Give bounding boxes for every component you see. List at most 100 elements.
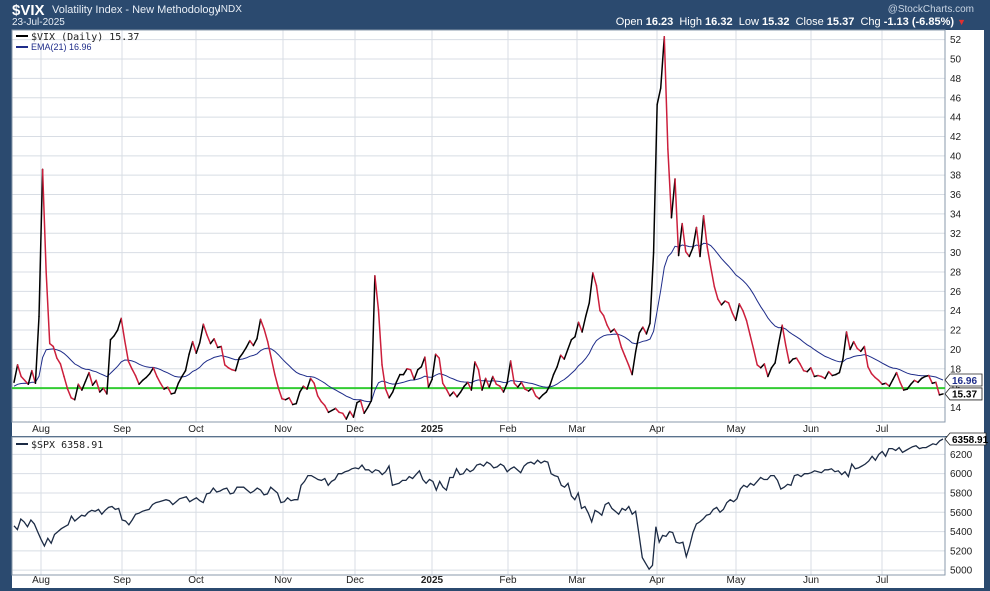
vix-line-segment — [742, 309, 748, 322]
vix-line-segment — [402, 368, 408, 376]
high-label: High — [679, 16, 702, 28]
vix-line-segment — [567, 338, 573, 351]
vix-line-segment — [852, 340, 858, 350]
vix-line-segment — [48, 342, 55, 348]
vix-line-segment — [120, 317, 126, 342]
vix-line-segment — [449, 391, 455, 397]
ema-line — [13, 242, 944, 403]
vix-line-segment — [634, 332, 641, 353]
vix-line-segment — [684, 250, 691, 258]
vix-line-segment — [638, 326, 644, 334]
spx-y-tick-label: 5400 — [950, 527, 973, 538]
vix-line-segment — [467, 381, 473, 391]
vix-line-segment — [456, 391, 462, 398]
spx-panel-border — [11, 436, 946, 576]
ema-legend-label: EMA(21) 16.96 — [31, 42, 92, 52]
ema-last-value-tag-label: 16.96 — [952, 376, 977, 387]
vix-line-segment — [727, 302, 733, 314]
vix-line-segment — [781, 324, 787, 347]
vix-line-segment — [213, 338, 219, 349]
vix-line-segment — [195, 341, 201, 355]
vix-y-tick-label: 44 — [950, 113, 962, 124]
low-value: 15.32 — [761, 16, 790, 28]
vix-line-segment — [220, 345, 226, 366]
vix-line-segment — [174, 382, 180, 394]
vix-line-segment — [799, 363, 805, 372]
vix-line-segment — [517, 381, 523, 388]
vix-line-segment — [249, 339, 255, 347]
vix-line-segment — [767, 367, 773, 378]
vix-line-segment — [334, 407, 340, 414]
vix-line-segment — [113, 329, 119, 337]
vix-line-segment — [266, 340, 273, 359]
vix-line-segment — [384, 388, 390, 399]
vix-line-segment — [388, 391, 394, 399]
vix-line-segment — [156, 375, 162, 385]
vix-line-segment — [166, 386, 172, 395]
vix-line-segment — [788, 358, 794, 364]
vix-line-segment — [842, 331, 848, 360]
vix-line-segment — [377, 308, 383, 366]
vix-line-segment — [177, 375, 183, 385]
symbol-description: Volatility Index - New Methodology — [52, 4, 221, 16]
vix-y-tick-label: 22 — [950, 326, 962, 337]
vix-x-tick-label: May — [727, 424, 746, 435]
vix-line-segment — [309, 377, 315, 385]
vix-line-segment — [710, 266, 716, 288]
vix-line-segment — [191, 340, 197, 355]
vix-line-segment — [506, 360, 512, 385]
vix-line-segment — [677, 222, 683, 257]
vix-line-segment — [417, 366, 423, 371]
vix-line-segment — [381, 364, 387, 390]
vix-line-segment — [106, 338, 112, 395]
vix-x-tick-label: Sep — [113, 424, 131, 435]
vix-line-segment — [627, 364, 633, 376]
vix-x-tick-label: Oct — [188, 424, 204, 435]
vix-line-segment — [81, 380, 87, 391]
vix-line-segment — [474, 361, 480, 371]
spx-x-tick-label: Jul — [876, 575, 889, 586]
vix-line-segment — [631, 350, 637, 376]
spx-x-tick-label: Apr — [649, 575, 665, 586]
vix-line-segment — [892, 371, 898, 381]
quote-date: 23-Jul-2025 — [12, 17, 65, 28]
vix-line-segment — [409, 368, 415, 381]
vix-line-segment — [16, 364, 22, 378]
vix-line-segment — [699, 215, 705, 258]
vix-line-segment — [481, 377, 487, 391]
vix-line-segment — [574, 321, 580, 338]
symbol[interactable]: $VIX — [12, 2, 45, 19]
vix-panel-border — [11, 29, 946, 423]
vix-x-tick-label: Aug — [32, 424, 50, 435]
vix-line-segment — [20, 375, 26, 382]
watermark[interactable]: @StockCharts.com — [887, 4, 974, 15]
vix-y-tick-label: 26 — [950, 287, 962, 298]
vix-line-segment — [770, 362, 776, 369]
vix-line-segment — [34, 315, 40, 385]
vix-line-segment — [513, 382, 519, 388]
vix-line-segment — [88, 371, 94, 386]
vix-line-segment — [363, 406, 369, 415]
vix-line-segment — [624, 355, 630, 366]
spx-x-tick-label: Nov — [274, 575, 292, 586]
open-value: 16.23 — [645, 16, 674, 28]
vix-line-segment — [341, 412, 348, 420]
vix-line-segment — [706, 246, 712, 268]
vix-line-segment — [545, 384, 551, 393]
vix-line-segment — [27, 369, 33, 386]
vix-line-segment — [717, 298, 723, 306]
vix-line-segment — [827, 370, 833, 377]
vix-line-segment — [620, 346, 626, 357]
vix-line-segment — [649, 251, 655, 325]
vix-line-segment — [77, 383, 83, 391]
vix-line-segment — [581, 315, 587, 333]
vix-x-tick-label: 2025 — [421, 424, 444, 435]
vix-y-tick-label: 34 — [950, 209, 962, 220]
spx-last-value-tag-box — [944, 432, 987, 446]
vix-line-segment — [695, 226, 701, 258]
vix-line-segment — [159, 382, 165, 390]
vix-line-segment — [424, 356, 430, 388]
vix-line-segment — [606, 324, 612, 333]
vix-line-segment — [749, 334, 755, 351]
vix-line-segment — [91, 379, 97, 386]
